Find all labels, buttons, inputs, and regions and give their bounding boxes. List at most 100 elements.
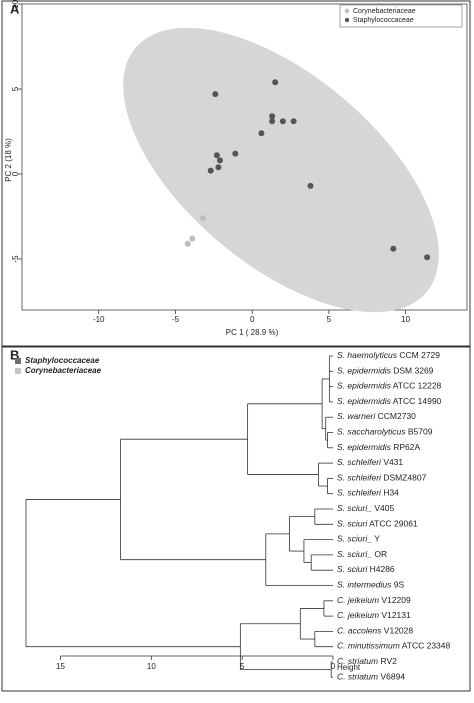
species: C. jeikeium	[337, 610, 379, 620]
y-tick-label: 10	[11, 0, 20, 8]
species: S. sciuri_	[337, 549, 372, 559]
species: S. sciuri_	[337, 503, 372, 513]
point	[390, 245, 397, 252]
species: S. epidermidis	[337, 366, 392, 376]
x-tick-label: 5	[327, 315, 332, 324]
strain: ATCC 14990	[393, 396, 442, 406]
leaf-label: S. epidermidis ATCC 14990	[337, 396, 442, 406]
strain: V12209	[381, 595, 411, 605]
leaf-label: C. minutissimum ATCC 23348	[337, 641, 450, 651]
point	[272, 79, 279, 86]
leaf-label: S. sciuri H4286	[337, 564, 395, 574]
point	[216, 157, 223, 164]
panel-b-frame	[1, 346, 471, 692]
confidence-ellipse	[123, 27, 439, 313]
strain: DSMZ4807	[383, 473, 426, 483]
strain: RP62A	[393, 442, 420, 452]
legend-label: Corynebacteriaceae	[353, 8, 416, 15]
x-tick-label: 0	[331, 662, 336, 671]
leaf-label: S. schleiferi DSMZ4807	[337, 473, 427, 483]
strain: ATCC 23348	[402, 641, 451, 651]
species: C. accolens	[337, 626, 382, 636]
strain: B5709	[408, 427, 433, 437]
species: S. sciuri	[337, 519, 368, 529]
leaf-label: C. striatum V6894	[337, 672, 405, 682]
leaf-label: S. schleiferi H34	[337, 488, 399, 498]
y-axis-label: PC 2 (18 %)	[4, 138, 13, 182]
panel-a-frame	[1, 0, 471, 347]
species: S. warneri	[337, 411, 376, 421]
strain: V431	[383, 457, 403, 467]
species: S. intermedius	[337, 580, 392, 590]
leaf-label: S. sciuri_ OR	[337, 549, 387, 559]
species: C. striatum	[337, 672, 378, 682]
point	[184, 240, 191, 247]
leaf-label: S. warneri CCM2730	[337, 411, 416, 421]
strain: Y	[374, 534, 380, 544]
y-tick-label: 0	[11, 171, 20, 176]
species: S. saccharolyticus	[337, 427, 406, 437]
y-tick-label: 5	[11, 86, 20, 91]
point	[269, 118, 276, 125]
panel-label: A	[10, 1, 20, 16]
strain: CCM 2729	[399, 350, 440, 360]
strain: 9S	[394, 580, 405, 590]
x-tick-label: 0	[250, 315, 255, 324]
legend-box	[339, 4, 463, 28]
strain: RV2	[380, 656, 397, 666]
legend-label: Staphylococcaceae	[25, 356, 100, 365]
strain: V12028	[384, 626, 414, 636]
leaf-label: S. intermedius 9S	[337, 580, 404, 590]
point	[189, 235, 196, 242]
strain: V6894	[380, 672, 405, 682]
point	[200, 215, 207, 222]
strain: ATCC 29061	[369, 519, 418, 529]
species: S. epidermidis	[337, 381, 392, 391]
legend-marker	[344, 17, 350, 23]
strain: OR	[374, 549, 387, 559]
strain: CCM2730	[378, 411, 417, 421]
point	[212, 91, 219, 98]
strain: V405	[374, 503, 394, 513]
point	[424, 254, 431, 261]
point	[207, 167, 214, 174]
leaf-label: S. schleiferi V431	[337, 457, 403, 467]
x-tick-label: 5	[240, 662, 245, 671]
species: S. schleiferi	[337, 488, 382, 498]
species: S. sciuri	[337, 564, 368, 574]
x-axis-label: Height	[337, 663, 361, 672]
point	[213, 152, 220, 159]
species: C. jeikeium	[337, 595, 379, 605]
leaf-label: S. sciuri ATCC 29061	[337, 519, 418, 529]
point	[290, 118, 297, 125]
leaf-label: C. accolens V12028	[337, 626, 413, 636]
strain: ATCC 12228	[393, 381, 442, 391]
species: C. striatum	[337, 656, 378, 666]
point	[307, 182, 314, 189]
x-tick-label: 15	[56, 662, 65, 671]
plot-frame	[21, 3, 468, 311]
legend-label: Staphylococcaceae	[353, 17, 414, 24]
leaf-label: S. epidermidis ATCC 12228	[337, 381, 442, 391]
y-tick-label: -5	[11, 255, 20, 263]
leaf-label: S. sciuri_ Y	[337, 534, 380, 544]
species: S. epidermidis	[337, 396, 392, 406]
panel-label: B	[10, 347, 19, 362]
leaf-label: S. epidermidis DSM 3269	[337, 366, 434, 376]
leaf-label: S. haemolyticus CCM 2729	[337, 350, 440, 360]
x-axis-label: PC 1 ( 28.9 %)	[226, 328, 279, 337]
point	[215, 164, 222, 171]
x-tick-label: -10	[93, 315, 105, 324]
legend-marker	[15, 358, 21, 364]
strain: V12131	[381, 610, 411, 620]
point	[258, 130, 265, 137]
species: S. schleiferi	[337, 473, 382, 483]
species: S. haemolyticus	[337, 350, 398, 360]
point	[269, 113, 276, 120]
strain: H4286	[370, 564, 395, 574]
leaf-label: S. saccharolyticus B5709	[337, 427, 433, 437]
x-tick-label: 10	[401, 315, 410, 324]
species: C. minutissimum	[337, 641, 400, 651]
leaf-label: C. striatum RV2	[337, 656, 397, 666]
